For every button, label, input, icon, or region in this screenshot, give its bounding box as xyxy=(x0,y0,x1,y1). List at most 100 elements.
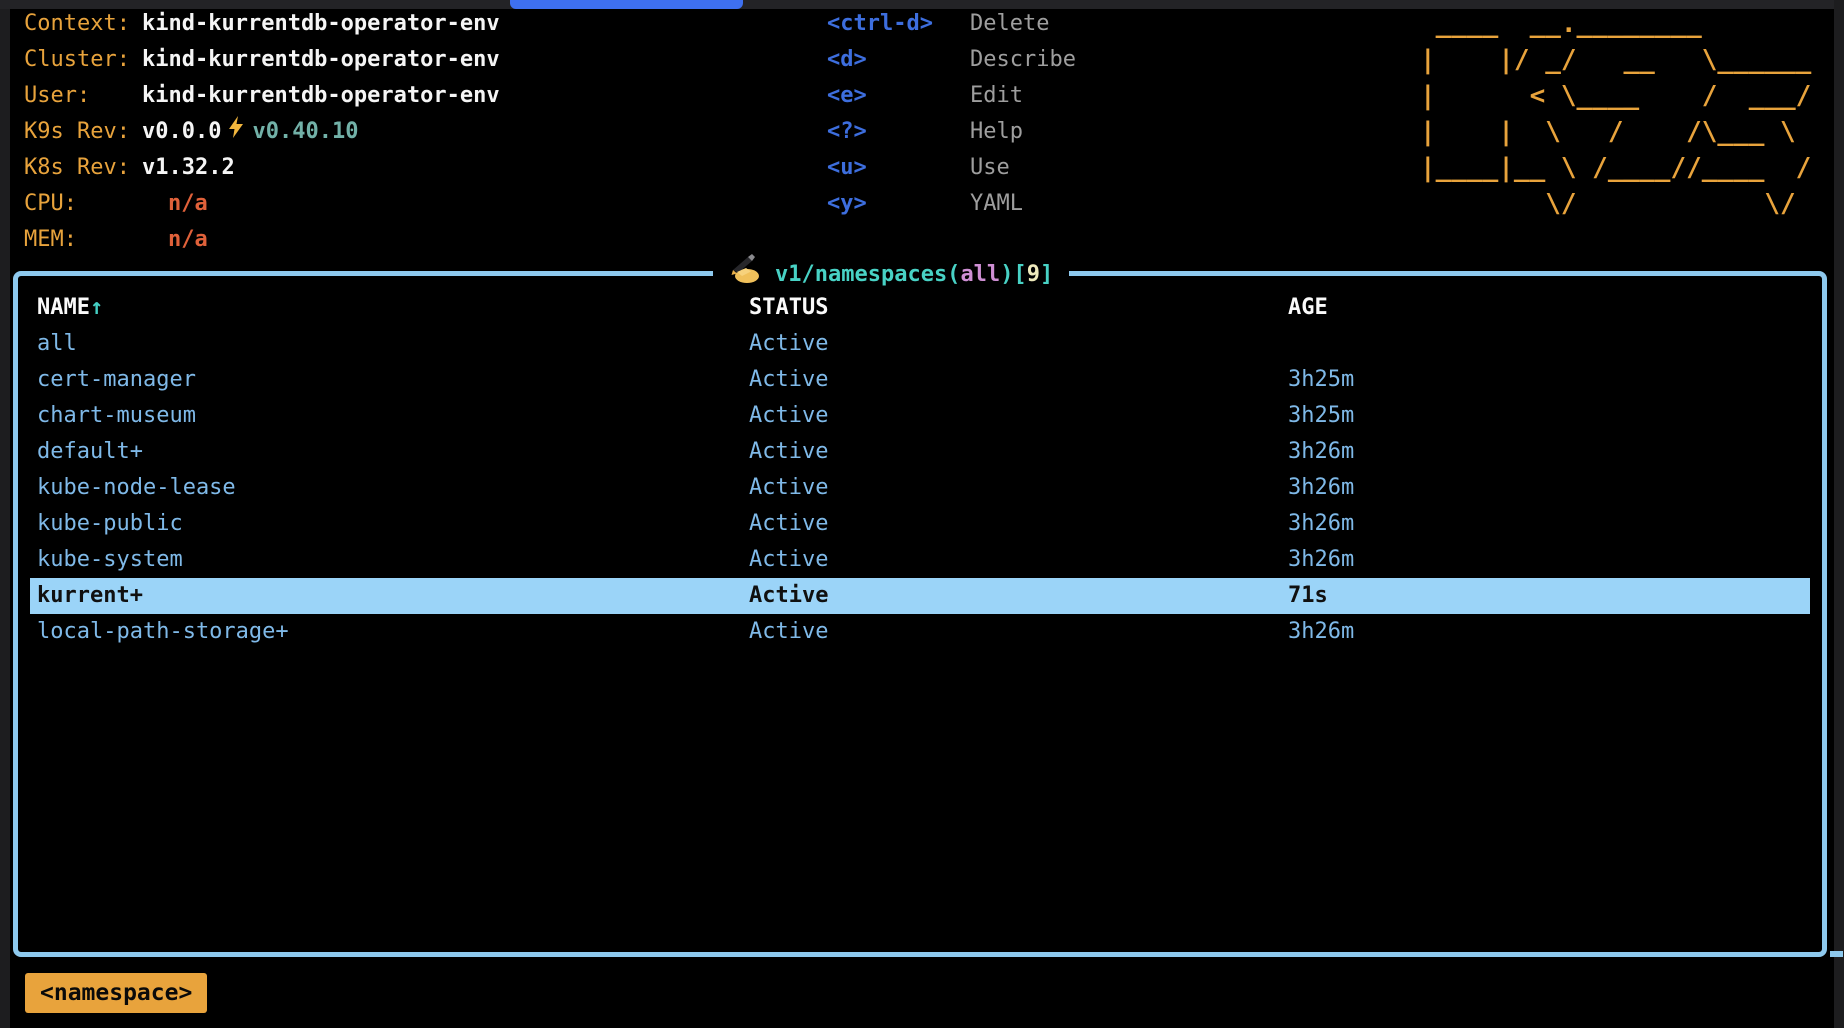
k9s-upgrade-version: v0.40.10 xyxy=(252,119,359,144)
cluster-row: Cluster: kind-kurrentdb-operator-env xyxy=(24,42,500,78)
cell-age: 3h26m xyxy=(1288,547,1355,572)
table-row-local-path-storage[interactable]: local-path-storage+ Active 3h26m xyxy=(30,614,1810,650)
hotkey-action: Describe xyxy=(970,47,1076,72)
menu-item-use: <u> Use xyxy=(827,150,1076,186)
table-row-kube-node-lease[interactable]: kube-node-lease Active 3h26m xyxy=(30,470,1810,506)
table-body: all Active cert-manager Active 3h25m cha… xyxy=(30,326,1810,650)
context-row: Context: kind-kurrentdb-operator-env xyxy=(24,6,500,42)
context-label: Context: xyxy=(24,11,130,36)
cell-name: default+ xyxy=(37,439,143,464)
k9s-current-version: v0.0.0 xyxy=(142,119,222,144)
cell-status: Active xyxy=(749,547,829,572)
logo-line: | | \ / /\___ \ xyxy=(1420,117,1812,147)
active-tab-indicator xyxy=(510,0,743,9)
window-edge-top xyxy=(0,0,1844,9)
mem-row: MEM: n/a xyxy=(24,222,500,258)
cell-name: chart-museum xyxy=(37,403,196,428)
table-row-kube-public[interactable]: kube-public Active 3h26m xyxy=(30,506,1810,542)
logo-line: |____|__ \ /____//____ / xyxy=(1420,153,1812,183)
logo-line: | |/ _/ __ \______ xyxy=(1420,45,1812,75)
table-row-kurrent-selected[interactable]: kurrent+ Active 71s xyxy=(30,578,1810,614)
cell-status: Active xyxy=(749,403,829,428)
column-header-status: STATUS xyxy=(749,295,829,320)
k9s-rev-row: K9s Rev: v0.0.0 v0.40.10 xyxy=(24,114,500,150)
user-label: User: xyxy=(24,83,91,108)
upgrade-bolt-icon xyxy=(229,114,244,150)
breadcrumb-namespace[interactable]: <namespace> xyxy=(25,973,208,1013)
menu-item-edit: <e> Edit xyxy=(827,78,1076,114)
table-title: v1/namespaces(all)[9] xyxy=(713,253,1070,297)
k8s-rev-value: v1.32.2 xyxy=(142,155,235,180)
cell-name: kube-node-lease xyxy=(37,475,236,500)
table-header: NAME↑ STATUS AGE xyxy=(30,290,1810,326)
table-row-chart-museum[interactable]: chart-museum Active 3h25m xyxy=(30,398,1810,434)
cell-status: Active xyxy=(749,439,829,464)
menu-item-delete: <ctrl-d> Delete xyxy=(827,6,1076,42)
resource-path: v1/namespaces( xyxy=(775,262,961,287)
title-bracket: )[ xyxy=(1000,262,1027,287)
resource-count: 9 xyxy=(1026,262,1040,287)
user-value: kind-kurrentdb-operator-env xyxy=(142,83,500,108)
cell-age xyxy=(1288,326,1810,362)
hotkey: <e> xyxy=(827,83,867,108)
cell-name: all xyxy=(37,331,77,356)
cell-status: Active xyxy=(749,619,829,644)
column-header-age: AGE xyxy=(1288,295,1328,320)
namespace-scope: all xyxy=(960,262,1001,287)
cell-age: 3h26m xyxy=(1288,475,1355,500)
cell-name: local-path-storage+ xyxy=(37,619,289,644)
context-value: kind-kurrentdb-operator-env xyxy=(142,11,500,36)
menu-item-help: <?> Help xyxy=(827,114,1076,150)
window-edge-left xyxy=(0,0,10,1028)
mem-label: MEM: xyxy=(24,227,77,252)
cpu-row: CPU: n/a xyxy=(24,186,500,222)
hotkey-action: Delete xyxy=(970,11,1050,36)
hotkey-menu: <ctrl-d> Delete <d> Describe <e> Edit <?… xyxy=(827,6,1076,222)
cell-status: Active xyxy=(749,511,829,536)
window-edge-right xyxy=(1834,0,1844,1028)
sort-ascending-icon: ↑ xyxy=(89,295,104,320)
hotkey: <ctrl-d> xyxy=(827,11,933,36)
cell-name: cert-manager xyxy=(37,367,196,392)
hotkey-action: YAML xyxy=(970,191,1023,216)
cell-age: 3h26m xyxy=(1288,511,1355,536)
writing-hand-icon xyxy=(729,253,761,297)
cell-status: Active xyxy=(749,475,829,500)
cluster-value: kind-kurrentdb-operator-env xyxy=(142,47,500,72)
table-row-kube-system[interactable]: kube-system Active 3h26m xyxy=(30,542,1810,578)
cell-age: 3h26m xyxy=(1288,619,1355,644)
cell-age: 3h25m xyxy=(1288,403,1355,428)
cell-status: Active xyxy=(749,583,829,608)
hotkey-action: Help xyxy=(970,119,1023,144)
hotkey-action: Use xyxy=(970,155,1010,180)
table-row-cert-manager[interactable]: cert-manager Active 3h25m xyxy=(30,362,1810,398)
hotkey: <y> xyxy=(827,191,867,216)
cell-name: kurrent+ xyxy=(37,583,143,608)
border-end-dash xyxy=(1830,951,1843,957)
cell-name: kube-public xyxy=(37,511,183,536)
logo-line: ____ __.________ xyxy=(1420,9,1812,39)
k8s-rev-label: K8s Rev: xyxy=(24,155,130,180)
hotkey-action: Edit xyxy=(970,83,1023,108)
k8s-rev-row: K8s Rev: v1.32.2 xyxy=(24,150,500,186)
cluster-label: Cluster: xyxy=(24,47,130,72)
cell-name: kube-system xyxy=(37,547,183,572)
table-title-text: v1/namespaces(all)[9] xyxy=(775,256,1053,294)
namespaces-table: v1/namespaces(all)[9] NAME↑ STATUS AGE a… xyxy=(13,253,1827,957)
cell-status: Active xyxy=(749,331,829,356)
cpu-label: CPU: xyxy=(24,191,77,216)
k9s-rev-value: v0.0.0 v0.40.10 xyxy=(142,114,358,150)
k9s-ascii-logo: ____ __.________ | |/ _/ __ \______ | < … xyxy=(1420,6,1811,222)
hotkey: <d> xyxy=(827,47,867,72)
cell-age: 3h26m xyxy=(1288,439,1355,464)
cluster-info-panel: Context: kind-kurrentdb-operator-env Clu… xyxy=(24,6,500,258)
logo-line: | < \____ / ___/ xyxy=(1420,81,1812,111)
cell-age: 71s xyxy=(1288,583,1328,608)
table-row-all[interactable]: all Active xyxy=(30,326,1810,362)
hotkey: <?> xyxy=(827,119,867,144)
table-row-default[interactable]: default+ Active 3h26m xyxy=(30,434,1810,470)
logo-line: \/ \/ xyxy=(1420,189,1812,219)
cell-age: 3h25m xyxy=(1288,367,1355,392)
menu-item-yaml: <y> YAML xyxy=(827,186,1076,222)
